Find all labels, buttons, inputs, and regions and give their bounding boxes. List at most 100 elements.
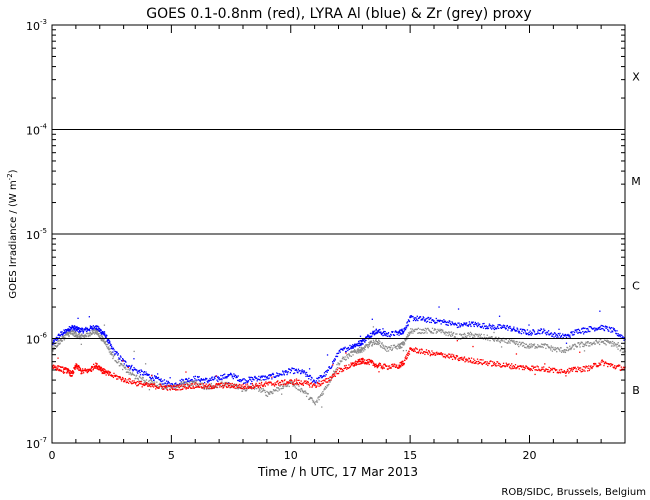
data-point: [387, 365, 390, 367]
data-point: [414, 350, 416, 353]
data-point: [256, 380, 258, 382]
data-point: [508, 341, 510, 343]
data-point: [91, 330, 93, 332]
data-point: [296, 382, 298, 384]
data-point: [93, 331, 95, 334]
data-point: [583, 331, 586, 333]
data-point: [281, 393, 283, 395]
data-point: [360, 350, 362, 352]
data-point: [322, 393, 325, 395]
data-point: [366, 363, 368, 365]
data-point: [304, 371, 306, 374]
data-point: [243, 382, 245, 384]
data-point: [412, 315, 414, 318]
data-point: [139, 376, 141, 379]
data-point: [254, 384, 257, 386]
data-point: [175, 387, 177, 389]
data-point: [582, 365, 584, 368]
data-point: [268, 382, 270, 384]
data-point: [398, 345, 400, 347]
data-point: [515, 342, 517, 345]
data-point: [403, 341, 405, 344]
data-point: [526, 332, 528, 335]
data-point: [163, 386, 166, 388]
data-point: [229, 372, 232, 374]
data-point: [578, 342, 580, 344]
data-point: [258, 385, 260, 387]
data-point: [522, 366, 525, 368]
data-point: [86, 335, 88, 337]
data-point: [347, 353, 349, 356]
data-point: [271, 376, 273, 378]
data-point: [476, 358, 479, 360]
data-point: [376, 330, 378, 332]
data-point: [439, 320, 442, 322]
data-point: [503, 326, 505, 328]
data-point: [526, 345, 529, 348]
data-point: [499, 363, 501, 365]
data-point: [106, 371, 109, 374]
data-point: [622, 336, 624, 338]
data-point: [119, 358, 121, 360]
data-point: [424, 353, 426, 356]
data-point: [560, 351, 563, 353]
data-point: [500, 340, 502, 342]
data-point: [75, 331, 77, 333]
data-point: [153, 379, 155, 381]
data-point: [510, 330, 512, 332]
data-point: [360, 342, 362, 344]
data-point: [235, 375, 238, 377]
data-point: [509, 342, 511, 344]
data-point: [430, 317, 432, 319]
data-point: [471, 361, 474, 364]
data-point: [584, 367, 587, 369]
chart-title: GOES 0.1-0.8nm (red), LYRA Al (blue) & Z…: [146, 6, 531, 22]
data-point: [270, 381, 272, 383]
data-point: [538, 329, 541, 332]
data-point: [602, 325, 605, 327]
data-point: [613, 343, 615, 345]
data-point: [573, 331, 576, 333]
data-point: [381, 367, 383, 369]
data-point: [295, 383, 297, 385]
data-point: [359, 340, 361, 342]
data-point: [576, 329, 579, 331]
data-point: [52, 366, 54, 368]
data-point: [481, 363, 483, 365]
data-point: [364, 361, 366, 364]
data-point: [399, 347, 401, 349]
data-point: [437, 328, 439, 331]
data-point: [448, 353, 450, 355]
data-point: [120, 378, 122, 380]
data-point: [152, 386, 155, 388]
data-point: [464, 335, 467, 338]
data-point: [415, 317, 417, 319]
data-point: [530, 346, 532, 349]
data-point: [492, 361, 494, 363]
data-point: [536, 333, 538, 335]
data-point: [186, 387, 188, 389]
data-point: [563, 371, 565, 373]
data-point: [96, 333, 98, 335]
data-point: [221, 382, 223, 384]
data-point: [373, 333, 375, 335]
data-point: [329, 381, 331, 383]
data-point: [311, 385, 314, 387]
data-point: [598, 328, 600, 330]
data-point: [360, 358, 363, 360]
data-point: [118, 357, 120, 359]
data-point: [438, 320, 441, 323]
data-point: [327, 385, 329, 387]
data-point: [208, 388, 210, 390]
data-point: [89, 325, 92, 327]
data-point: [63, 339, 66, 341]
data-point: [96, 328, 99, 331]
data-point: [345, 352, 347, 354]
data-point: [262, 379, 264, 381]
data-point: [304, 392, 306, 394]
data-point: [263, 384, 265, 386]
data-point: [200, 379, 202, 381]
data-point: [425, 318, 427, 320]
data-point: [264, 375, 266, 377]
